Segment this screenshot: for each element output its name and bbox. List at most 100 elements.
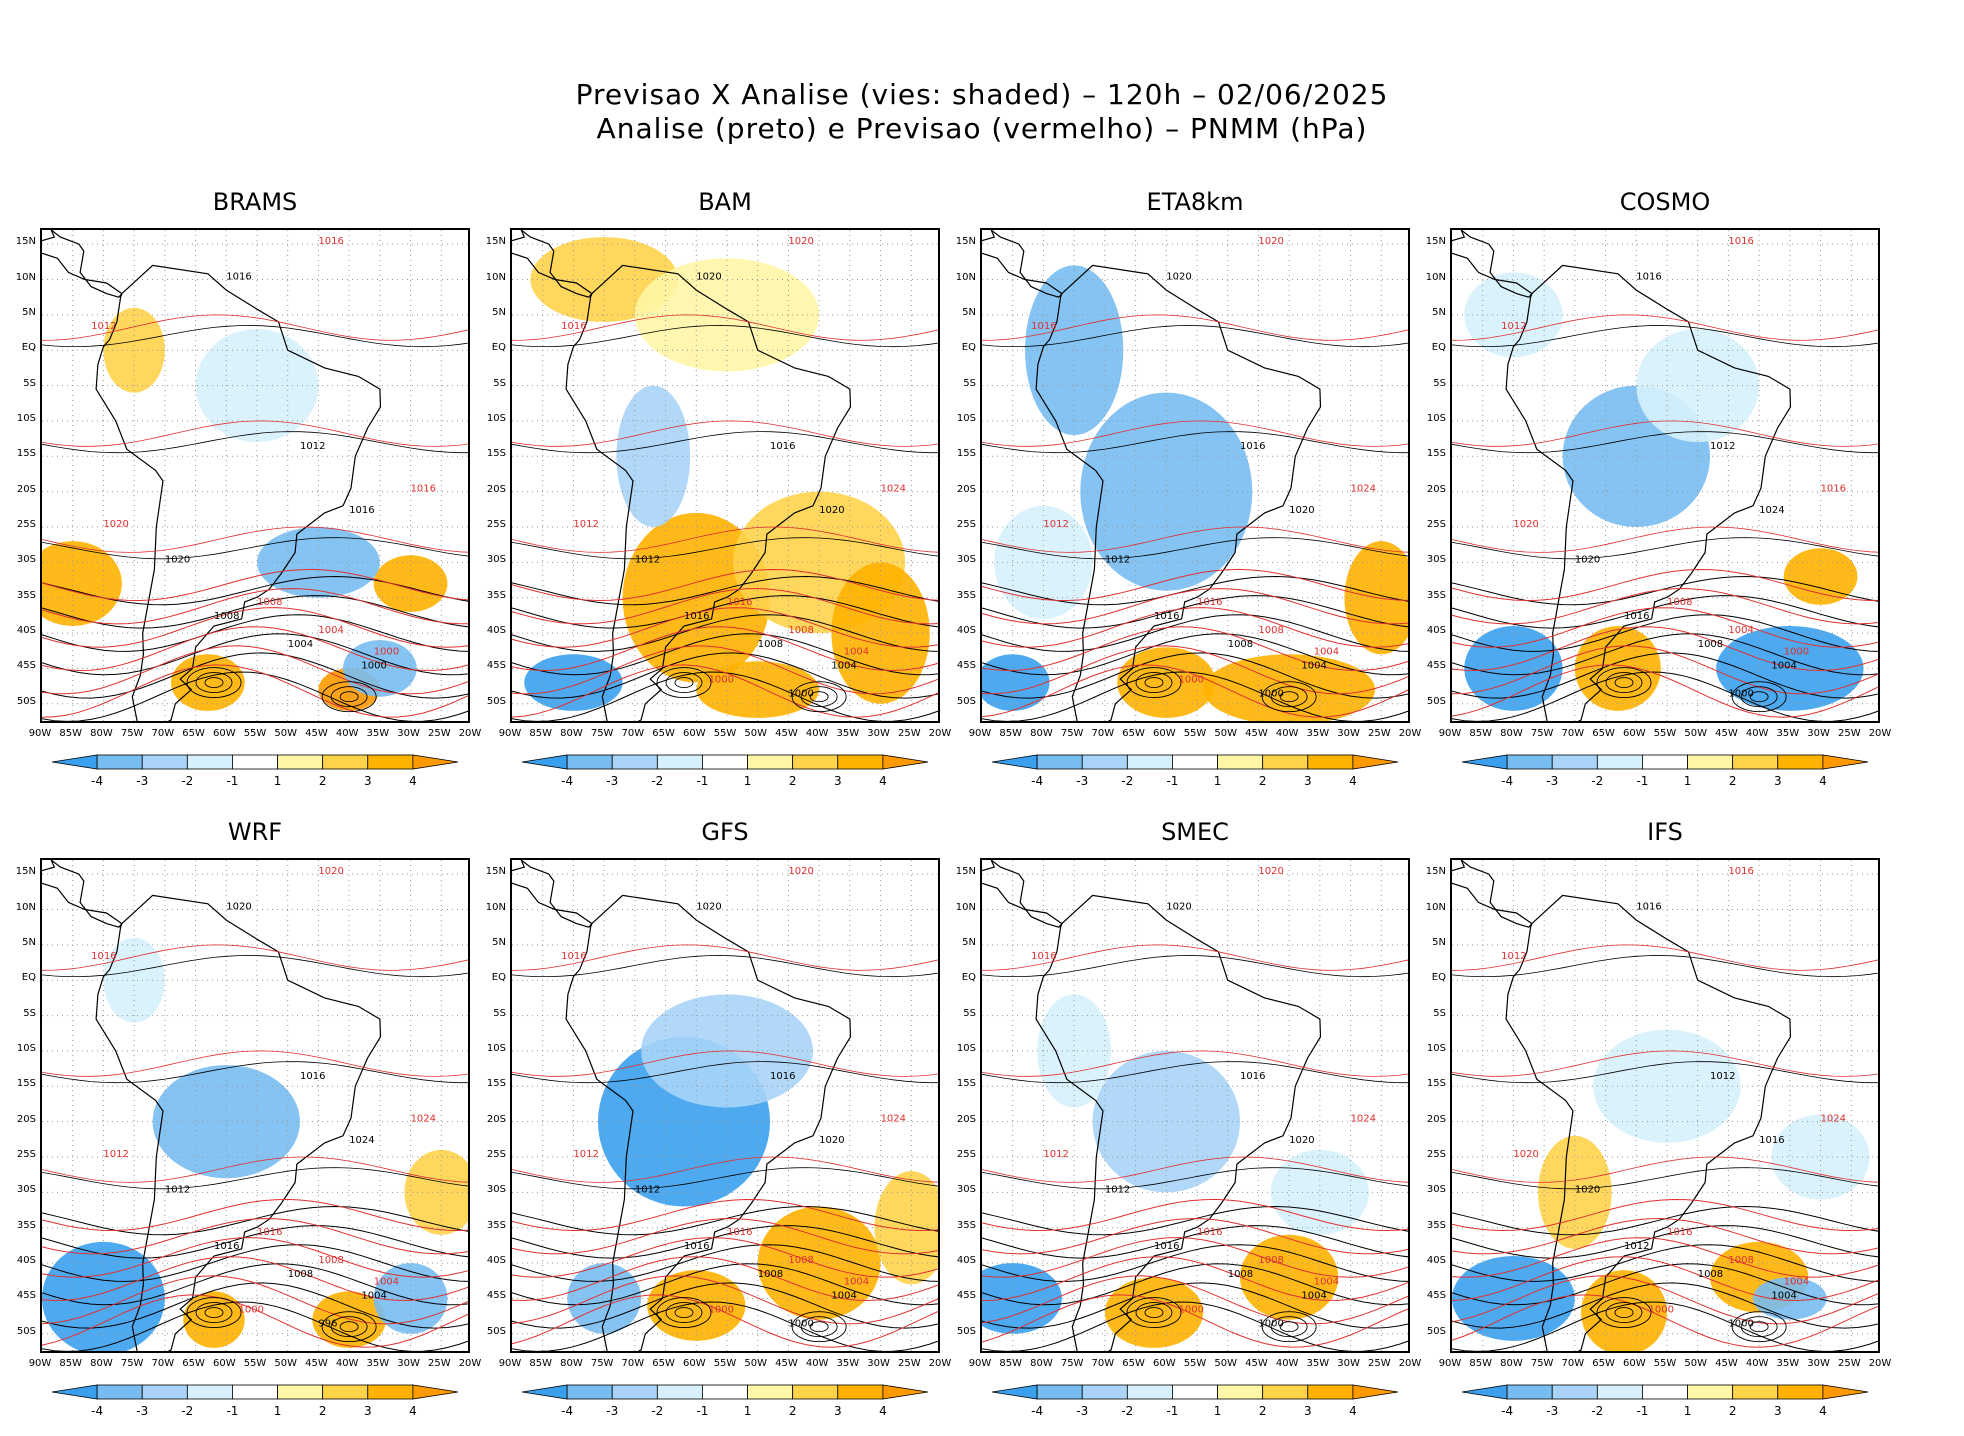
isobar-analysis xyxy=(512,1167,938,1190)
isobar-forecast xyxy=(512,1217,938,1255)
bias-shading xyxy=(1092,1050,1240,1193)
bias-shading xyxy=(1581,1270,1667,1351)
lon-tick-label: 85W xyxy=(59,728,83,739)
colorbar-label: -4 xyxy=(1031,774,1043,788)
isobar-analysis xyxy=(1452,1301,1878,1351)
colorbar-label: 3 xyxy=(364,1404,372,1418)
contour-label-forecast: 1004 xyxy=(1728,625,1753,636)
colorbar-swatch xyxy=(52,754,98,770)
coastline xyxy=(42,230,123,298)
colorbar-swatch xyxy=(322,754,369,770)
lat-tick-label: 10N xyxy=(1425,901,1446,913)
colorbar-label: 1 xyxy=(1214,774,1222,788)
isobar-forecast xyxy=(42,1256,468,1302)
lon-tick-label: 20W xyxy=(1868,1358,1892,1369)
colorbar-label: -2 xyxy=(1121,1404,1133,1418)
lon-tick-label: 45W xyxy=(1245,728,1268,739)
contour-label-analysis: 1016 xyxy=(1636,902,1661,913)
colorbar-label: 2 xyxy=(1729,774,1737,788)
lon-tick-label: 45W xyxy=(305,1358,328,1369)
lat-tick-label: 30S xyxy=(486,554,506,566)
isobar-forecast xyxy=(982,607,1408,648)
lat-tick-label: 5S xyxy=(963,1007,976,1019)
colorbar-swatch xyxy=(611,754,658,770)
lon-tick-label: 70W xyxy=(151,1358,175,1369)
contour-label-analysis: 1016 xyxy=(1624,611,1649,622)
map-svg: 1020 1016 1012 1020 1016 1008 1004 1000 1020 1016… xyxy=(982,860,1408,1351)
lon-tick-label: 65W xyxy=(182,728,205,739)
lat-tick-label: 20S xyxy=(16,483,36,495)
colorbar-swatch xyxy=(1551,1384,1598,1400)
panel-title: SMEC xyxy=(1161,818,1229,846)
isobar-forecast xyxy=(42,664,468,718)
lon-tick-label: 55W xyxy=(1653,728,1677,739)
isobar-forecast xyxy=(512,1198,938,1232)
lat-tick-label: EQ xyxy=(21,342,36,354)
colorbar-swatch xyxy=(882,1384,928,1400)
lat-tick-label: 50S xyxy=(956,695,976,707)
contour-label-analysis: 1020 xyxy=(1575,554,1600,565)
contour-label-forecast: 1016 xyxy=(1031,321,1056,332)
colorbar-swatch xyxy=(367,754,414,770)
isobar-analysis xyxy=(42,614,468,652)
isobar-forecast xyxy=(512,1256,938,1302)
colorbar-swatch xyxy=(1687,754,1734,770)
isobar-analysis xyxy=(982,1225,1408,1259)
lon-tick-label: 75W xyxy=(1060,728,1084,739)
lat-tick-label: 20S xyxy=(956,1113,976,1125)
colorbar-swatch xyxy=(1081,754,1128,770)
contour-label-forecast: 1008 xyxy=(1728,1255,1753,1266)
lon-tick-label: 45W xyxy=(775,1358,798,1369)
colorbar-swatch xyxy=(747,1384,794,1400)
bias-shading xyxy=(994,505,1093,619)
lon-tick-label: 80W xyxy=(1030,1358,1053,1369)
low-pressure-ring xyxy=(665,672,703,694)
low-pressure-ring xyxy=(204,677,224,689)
lat-tick-label: 15N xyxy=(485,236,506,248)
panel-ifs: IFS 15N 10N 5N EQ 5S 10S 15S 20S 25S 30S 35S 40S 45S 5… xyxy=(1410,818,1892,1418)
isobar-analysis xyxy=(512,1244,938,1282)
isobar-forecast xyxy=(42,1237,468,1278)
colorbar-swatch xyxy=(882,754,928,770)
panel-bam: BAM 15N 10N 5N EQ 5S 10S 15S 20S 25S 30S 35S 40S 45S 5… xyxy=(470,188,952,788)
colorbar-label: -4 xyxy=(1501,1404,1513,1418)
lon-tick-label: 65W xyxy=(652,728,675,739)
lon-tick-label: 25W xyxy=(1367,728,1391,739)
lon-tick-label: 40W xyxy=(1745,728,1769,739)
contour-label-analysis: 1004 xyxy=(1771,1290,1796,1301)
contour-label-forecast: 1020 xyxy=(1258,236,1283,247)
colorbar-swatch xyxy=(837,754,884,770)
isobar-analysis xyxy=(982,1167,1408,1190)
low-pressure-ring xyxy=(186,667,242,699)
coastline xyxy=(565,264,852,721)
colorbar-label: -4 xyxy=(1501,774,1513,788)
lon-tick-label: 60W xyxy=(1622,728,1646,739)
lon-tick-label: 70W xyxy=(151,728,175,739)
lat-tick-label: 35S xyxy=(956,1219,976,1231)
low-pressure-ring xyxy=(195,1302,233,1324)
contour-label-analysis: 1024 xyxy=(349,1135,374,1146)
contour-label-analysis: 1016 xyxy=(1636,272,1661,283)
lat-tick-label: EQ xyxy=(21,972,36,984)
colorbar-swatch xyxy=(96,754,143,770)
coastline xyxy=(1035,264,1322,721)
lat-tick-label: 35S xyxy=(486,1219,506,1231)
lat-tick-label: 20S xyxy=(16,1113,36,1125)
isobar-forecast xyxy=(1452,1294,1878,1348)
low-pressure-ring xyxy=(1261,681,1317,713)
low-pressure-ring xyxy=(1731,1311,1787,1343)
colorbar-swatch xyxy=(1462,754,1508,770)
lon-tick-label: 90W xyxy=(28,1358,52,1369)
low-pressure-ring xyxy=(186,1297,242,1329)
lon-tick-label: 70W xyxy=(621,1358,645,1369)
lat-tick-label: 15N xyxy=(955,236,976,248)
isobar-analysis xyxy=(512,595,938,629)
lon-tick-label: 35W xyxy=(1306,728,1330,739)
lon-tick-label: 55W xyxy=(1653,1358,1677,1369)
contour-label-forecast: 1016 xyxy=(257,1227,282,1238)
lat-tick-label: 45S xyxy=(16,660,36,672)
lon-tick-label: 50W xyxy=(1214,728,1238,739)
isobar-analysis xyxy=(1452,595,1878,629)
bias-shading xyxy=(183,1291,245,1348)
contour-label-analysis: 1004 xyxy=(1301,1290,1326,1301)
